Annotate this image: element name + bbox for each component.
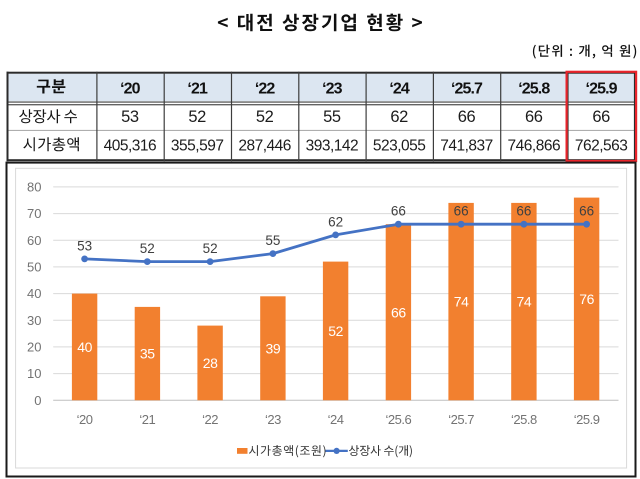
svg-text:66: 66 bbox=[391, 204, 406, 219]
svg-text:35: 35 bbox=[140, 346, 155, 362]
svg-text:20: 20 bbox=[27, 340, 41, 355]
svg-text:‘22: ‘22 bbox=[202, 412, 218, 427]
svg-text:‘25.8: ‘25.8 bbox=[518, 80, 550, 97]
svg-text:287,446: 287,446 bbox=[238, 137, 291, 154]
svg-text:53: 53 bbox=[121, 108, 139, 126]
svg-text:‘24: ‘24 bbox=[328, 412, 344, 427]
svg-text:‘25.9: ‘25.9 bbox=[586, 80, 618, 97]
svg-text:80: 80 bbox=[27, 180, 41, 195]
svg-text:‘24: ‘24 bbox=[389, 80, 410, 97]
svg-text:762,563: 762,563 bbox=[575, 137, 628, 154]
svg-text:741,837: 741,837 bbox=[440, 137, 493, 154]
svg-text:‘22: ‘22 bbox=[255, 80, 276, 97]
svg-text:66: 66 bbox=[579, 204, 594, 219]
svg-text:55: 55 bbox=[265, 233, 280, 248]
svg-text:405,316: 405,316 bbox=[104, 137, 157, 154]
svg-text:52: 52 bbox=[328, 323, 343, 339]
svg-text:523,055: 523,055 bbox=[373, 137, 426, 154]
svg-text:52: 52 bbox=[140, 241, 155, 256]
svg-text:30: 30 bbox=[27, 313, 41, 328]
svg-text:66: 66 bbox=[391, 304, 406, 320]
svg-text:393,142: 393,142 bbox=[306, 137, 359, 154]
svg-text:52: 52 bbox=[203, 241, 218, 256]
svg-text:746,866: 746,866 bbox=[508, 137, 561, 154]
svg-text:‘20: ‘20 bbox=[77, 412, 93, 427]
svg-text:66: 66 bbox=[458, 108, 476, 126]
svg-text:76: 76 bbox=[579, 291, 594, 307]
svg-text:10: 10 bbox=[27, 366, 41, 381]
svg-text:‘21: ‘21 bbox=[187, 80, 208, 97]
svg-text:‘20: ‘20 bbox=[120, 80, 141, 97]
svg-text:53: 53 bbox=[77, 238, 92, 253]
svg-text:‘25.7: ‘25.7 bbox=[451, 80, 483, 97]
svg-text:66: 66 bbox=[516, 204, 531, 219]
svg-text:52: 52 bbox=[188, 108, 206, 126]
svg-text:66: 66 bbox=[525, 108, 543, 126]
svg-text:‘25.9: ‘25.9 bbox=[574, 412, 600, 427]
svg-text:‘23: ‘23 bbox=[265, 412, 281, 427]
svg-text:74: 74 bbox=[517, 294, 532, 310]
svg-text:39: 39 bbox=[266, 340, 281, 356]
svg-text:52: 52 bbox=[256, 108, 274, 126]
svg-text:62: 62 bbox=[390, 108, 408, 126]
svg-text:74: 74 bbox=[454, 294, 469, 310]
svg-text:‘23: ‘23 bbox=[322, 80, 343, 97]
svg-text:55: 55 bbox=[323, 108, 341, 126]
svg-text:0: 0 bbox=[34, 393, 41, 408]
svg-text:‘21: ‘21 bbox=[139, 412, 155, 427]
svg-text:‘25.7: ‘25.7 bbox=[448, 412, 474, 427]
svg-text:‘25.6: ‘25.6 bbox=[386, 412, 412, 427]
svg-text:60: 60 bbox=[27, 233, 41, 248]
svg-text:66: 66 bbox=[592, 108, 610, 126]
svg-text:40: 40 bbox=[77, 339, 92, 355]
svg-text:28: 28 bbox=[203, 355, 218, 371]
svg-text:62: 62 bbox=[328, 214, 343, 229]
svg-text:‘25.8: ‘25.8 bbox=[511, 412, 537, 427]
svg-text:40: 40 bbox=[27, 286, 41, 301]
svg-text:66: 66 bbox=[454, 204, 469, 219]
svg-text:70: 70 bbox=[27, 206, 41, 221]
svg-text:50: 50 bbox=[27, 260, 41, 275]
svg-text:355,597: 355,597 bbox=[171, 137, 224, 154]
